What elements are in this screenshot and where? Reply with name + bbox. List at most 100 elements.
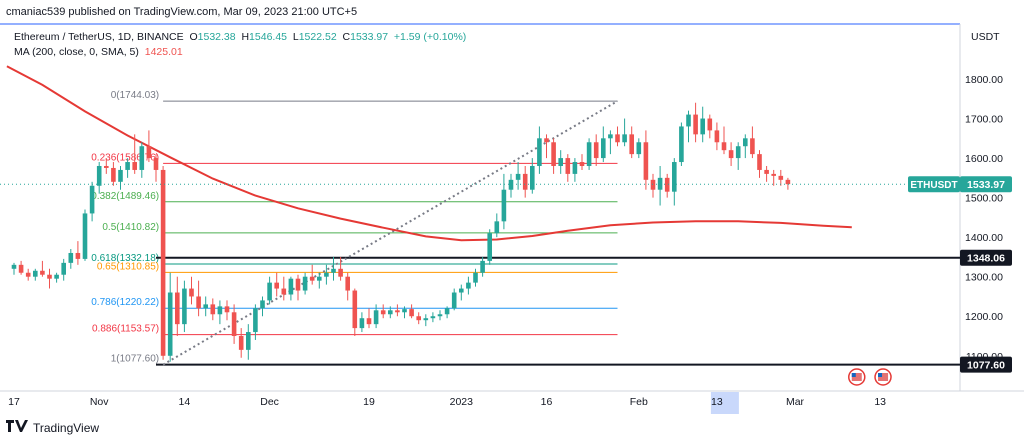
candles-group: [11, 102, 791, 362]
symbol-legend: Ethereum / TetherUS, 1D, BINANCE O1532.3…: [14, 31, 466, 43]
candle-body: [373, 310, 379, 325]
candle-body: [224, 306, 230, 313]
candle-body: [331, 268, 336, 273]
candle-body: [444, 308, 450, 315]
candle-body: [650, 179, 656, 190]
candle-body: [522, 173, 528, 190]
price-level-badge-text: 1077.60: [967, 360, 1005, 372]
candle-body: [672, 162, 677, 192]
candle-body: [409, 309, 414, 317]
y-tick-label: 1700.00: [965, 114, 1003, 126]
low-label: L: [292, 31, 299, 43]
tradingview-logo-icon: [6, 420, 28, 435]
x-tick-label: 16: [541, 396, 553, 408]
candle-body: [352, 290, 358, 329]
time-selection-highlight: [710, 392, 739, 414]
candle-body: [167, 292, 173, 356]
candle-body: [11, 264, 17, 269]
fib-level-label: 0.236(1586.76): [91, 152, 159, 163]
x-tick-label: Feb: [630, 396, 648, 408]
ma-value: 1425.01: [144, 46, 183, 58]
candle-body: [380, 310, 386, 315]
event-icon-flag: [851, 373, 862, 381]
candle-body: [508, 179, 514, 190]
last-price-badge: [960, 176, 1012, 193]
candle-body: [402, 309, 407, 313]
candle-body: [466, 282, 471, 289]
y-tick-label: 1500.00: [965, 193, 1003, 205]
y-tick-label: 1200.00: [965, 311, 1003, 323]
candle-body: [238, 336, 244, 350]
candle-body: [104, 165, 109, 168]
candle-body: [586, 142, 592, 166]
candle-body: [253, 308, 258, 333]
candle-body: [267, 282, 272, 301]
x-tick-label: 14: [179, 396, 191, 408]
candle-body: [771, 173, 776, 176]
candle-body: [629, 134, 634, 155]
symbol-name[interactable]: Ethereum / TetherUS, 1D, BINANCE: [14, 31, 184, 43]
candle-body: [61, 262, 66, 275]
last-price-badge-text: 1533.97: [967, 179, 1005, 191]
high-value: 1546.45: [249, 31, 288, 43]
candle-body: [757, 154, 762, 170]
candle-body: [196, 296, 201, 309]
candle-body: [395, 310, 400, 313]
fib-level-label: 1(1077.60): [111, 354, 159, 365]
candle-body: [515, 173, 521, 180]
candle-body: [175, 292, 180, 325]
candle-body: [260, 300, 265, 309]
candle-body: [25, 272, 31, 277]
candle-body: [735, 146, 741, 159]
candle-body: [366, 318, 372, 325]
candle-body: [615, 134, 620, 143]
candle-body: [89, 185, 95, 214]
fib-level-label: 0.5(1410.82): [102, 222, 159, 233]
open-value: 1532.38: [197, 31, 236, 43]
tradingview-brand: TradingView: [33, 420, 100, 435]
candle-body: [40, 270, 45, 275]
candle-body: [721, 142, 727, 151]
candle-body: [217, 306, 223, 315]
x-tick-label: Nov: [90, 396, 109, 408]
candle-body: [281, 288, 287, 295]
candle-body: [601, 138, 606, 159]
candle-body: [345, 276, 350, 291]
candle-body: [686, 114, 691, 127]
candle-body: [593, 142, 599, 159]
candle-body: [359, 318, 365, 329]
candle-body: [459, 288, 464, 293]
candle-body: [501, 189, 507, 222]
candle-body: [579, 162, 585, 166]
event-icon-flag: [878, 373, 889, 381]
tradingview-footer[interactable]: TradingView: [6, 420, 99, 435]
candle-body: [388, 310, 393, 315]
candle-body: [537, 138, 542, 166]
economic-event-icon[interactable]: [848, 368, 866, 386]
candle-body: [146, 146, 152, 159]
candle-body: [82, 213, 88, 259]
candle-body: [679, 126, 684, 163]
candle-body: [622, 134, 627, 143]
candle-body: [338, 268, 343, 277]
candle-body: [750, 138, 755, 155]
price-level-badge: [960, 249, 1012, 266]
candle-body: [437, 314, 443, 317]
fib-level-label: 0.382(1489.46): [91, 191, 159, 202]
candle-body: [317, 276, 322, 281]
currency-label[interactable]: USDT: [971, 31, 1000, 43]
candle-body: [451, 292, 457, 309]
close-label: C: [342, 31, 351, 43]
fib-level-label: 0.786(1220.22): [91, 297, 159, 308]
close-value: 1533.97: [350, 31, 389, 43]
candle-body: [54, 274, 59, 279]
x-tick-label: 13: [711, 396, 723, 408]
candle-body: [33, 270, 38, 277]
economic-event-icon[interactable]: [874, 368, 892, 386]
ma-label[interactable]: MA (200, close, 0, SMA, 5): [14, 46, 139, 58]
open-label: O: [189, 31, 198, 43]
x-tick-label: Mar: [786, 396, 805, 408]
event-icon-canton: [851, 373, 856, 377]
